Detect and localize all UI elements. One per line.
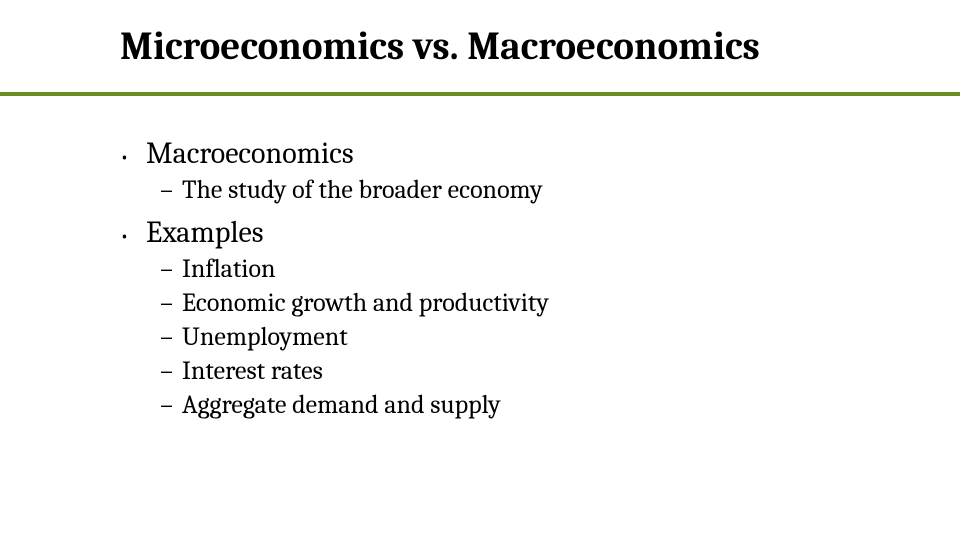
- slide: Microeconomics vs. Macroeconomics • Macr…: [0, 0, 960, 540]
- dash-marker-icon: –: [160, 254, 182, 284]
- horizontal-rule: [0, 92, 960, 96]
- dash-marker-icon: –: [160, 390, 182, 420]
- bullet-lvl2: – The study of the broader economy: [160, 175, 900, 205]
- bullet-lvl2: – Economic growth and productivity: [160, 288, 900, 318]
- bullet-lvl2-label: The study of the broader economy: [182, 175, 543, 205]
- bullet-marker-icon: •: [120, 145, 146, 168]
- bullet-group: • Macroeconomics – The study of the broa…: [120, 136, 900, 205]
- bullet-lvl2: – Inflation: [160, 254, 900, 284]
- bullet-lvl2-label: Economic growth and productivity: [182, 288, 549, 318]
- bullet-lvl1: • Macroeconomics: [120, 136, 900, 171]
- bullet-lvl1-label: Examples: [146, 215, 263, 250]
- bullet-lvl2: – Aggregate demand and supply: [160, 390, 900, 420]
- bullet-lvl2: – Interest rates: [160, 356, 900, 386]
- bullet-lvl1: • Examples: [120, 215, 900, 250]
- slide-title: Microeconomics vs. Macroeconomics: [120, 24, 960, 69]
- bullet-lvl2-label: Interest rates: [182, 356, 323, 386]
- dash-marker-icon: –: [160, 356, 182, 386]
- slide-body: • Macroeconomics – The study of the broa…: [120, 130, 900, 420]
- bullet-lvl2-label: Inflation: [182, 254, 275, 284]
- bullet-group: • Examples – Inflation – Economic growth…: [120, 215, 900, 420]
- title-wrap: Microeconomics vs. Macroeconomics: [0, 0, 960, 69]
- dash-marker-icon: –: [160, 175, 182, 205]
- bullet-marker-icon: •: [120, 224, 146, 247]
- bullet-lvl2-label: Aggregate demand and supply: [182, 390, 501, 420]
- bullet-lvl1-label: Macroeconomics: [146, 136, 354, 171]
- bullet-lvl2-label: Unemployment: [182, 322, 348, 352]
- dash-marker-icon: –: [160, 322, 182, 352]
- dash-marker-icon: –: [160, 288, 182, 318]
- bullet-lvl2: – Unemployment: [160, 322, 900, 352]
